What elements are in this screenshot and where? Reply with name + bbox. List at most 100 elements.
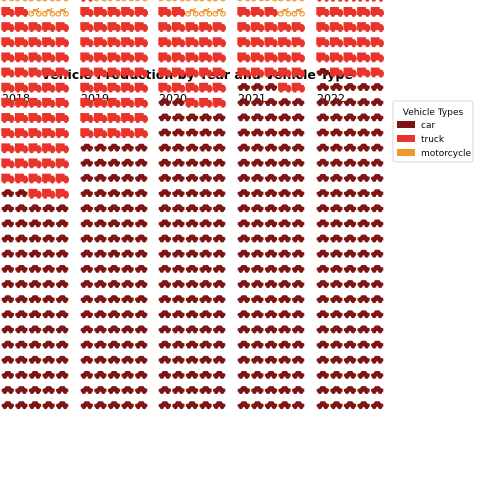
car-icon [107, 158, 121, 167]
car-icon [371, 310, 384, 319]
car-icon [56, 264, 69, 273]
truck-icon [14, 113, 29, 123]
car-icon [343, 340, 357, 349]
truck-icon [199, 97, 213, 108]
truck-icon [357, 0, 371, 2]
truck-icon [93, 128, 108, 139]
car-icon [80, 204, 93, 213]
car-icon [237, 264, 250, 273]
car-icon [15, 189, 28, 198]
car-icon [251, 189, 264, 198]
car-icon [172, 310, 185, 319]
car-icon [1, 204, 14, 213]
car-icon [185, 295, 199, 304]
truck-icon [80, 7, 94, 17]
car-icon [278, 219, 291, 228]
year-column-2018: 2018 [1, 0, 69, 410]
car-icon [172, 113, 185, 122]
car-icon [343, 355, 357, 364]
truck-icon [28, 143, 42, 154]
truck-icon [291, 37, 305, 48]
car-icon [185, 219, 199, 228]
car-icon [107, 174, 121, 182]
car-icon [42, 325, 55, 334]
car-icon [371, 189, 384, 198]
car-icon [343, 249, 357, 258]
truck-icon [14, 37, 29, 48]
car-icon [357, 340, 370, 349]
car-icon [292, 401, 305, 410]
truck-icon [278, 22, 292, 33]
car-icon [264, 371, 278, 379]
car-icon [316, 340, 329, 349]
car-icon [185, 310, 199, 319]
car-icon [213, 371, 226, 379]
car-icon [199, 401, 212, 410]
car-icon [251, 280, 264, 288]
car-icon [292, 158, 305, 167]
car-icon [357, 98, 370, 107]
car-icon [199, 340, 212, 349]
car-icon [28, 264, 42, 273]
car-icon [42, 234, 55, 243]
car-icon [135, 295, 148, 304]
truck-icon [250, 22, 265, 33]
car-icon [237, 280, 250, 288]
car-icon [330, 264, 343, 273]
car-icon [185, 280, 199, 288]
legend-swatch-truck [397, 135, 415, 142]
car-icon [357, 371, 370, 379]
truck-icon [14, 143, 29, 154]
car-icon [251, 340, 264, 349]
car-icon [264, 143, 278, 152]
truck-icon [278, 82, 292, 93]
car-icon [213, 113, 226, 122]
truck-icon [343, 52, 357, 63]
car-icon [94, 325, 107, 334]
car-icon [357, 386, 370, 395]
car-icon [213, 204, 226, 213]
legend-label-truck: truck [421, 135, 445, 145]
truck-icon [121, 82, 135, 93]
car-icon [80, 386, 93, 395]
car-icon [278, 264, 291, 273]
car-icon [172, 401, 185, 410]
car-icon [316, 355, 329, 364]
truck-icon [291, 22, 305, 33]
truck-icon [158, 52, 172, 63]
car-icon [56, 219, 69, 228]
car-icon [15, 401, 28, 410]
truck-icon [28, 173, 42, 184]
car-icon [357, 280, 370, 288]
car-icon [158, 280, 171, 288]
car-icon [330, 128, 343, 137]
car-icon [292, 371, 305, 379]
car-icon [94, 204, 107, 213]
truck-icon [28, 52, 42, 63]
car-icon [158, 340, 171, 349]
motorcycle-icon [41, 7, 56, 17]
car-icon [292, 325, 305, 334]
car-icon [121, 371, 134, 379]
truck-icon [158, 7, 172, 17]
car-icon [172, 355, 185, 364]
car-icon [330, 295, 343, 304]
truck-icon [14, 7, 29, 17]
truck-icon [370, 22, 384, 33]
truck-icon [28, 158, 42, 169]
car-icon [237, 386, 250, 395]
motorcycle-icon [134, 0, 148, 2]
truck-icon [121, 22, 135, 33]
car-icon [357, 234, 370, 243]
car-icon [213, 234, 226, 243]
motorcycle-icon [277, 7, 292, 17]
car-icon [1, 189, 14, 198]
car-icon [316, 219, 329, 228]
motorcycle-icon [185, 0, 199, 2]
car-icon [330, 386, 343, 395]
car-icon [1, 295, 14, 304]
truck-icon [134, 97, 148, 108]
car-icon [185, 113, 199, 122]
car-icon [292, 264, 305, 273]
car-icon [343, 371, 357, 379]
